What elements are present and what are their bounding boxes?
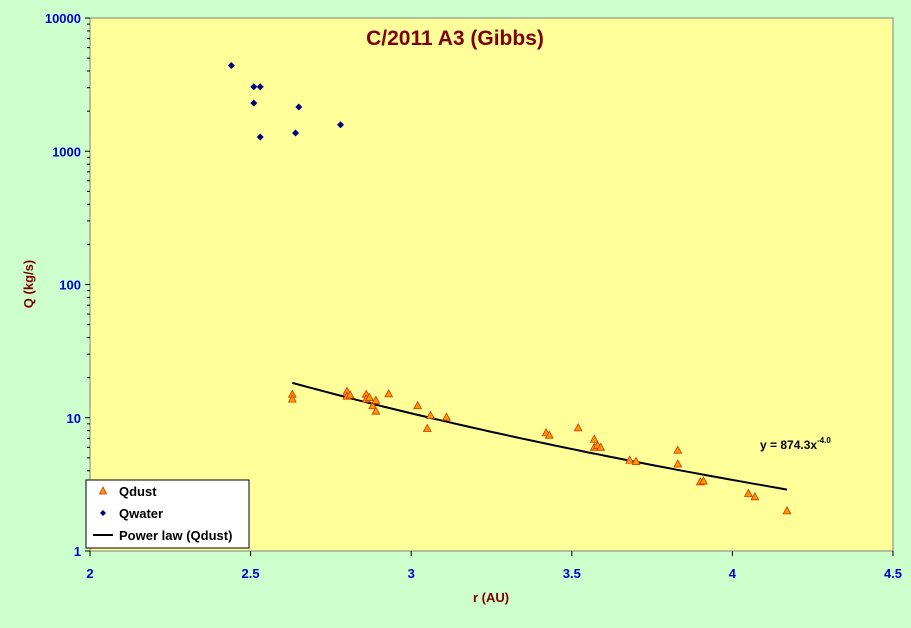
x-tick-label: 3.5 [563, 566, 581, 581]
qdust-point [699, 476, 708, 485]
qwater-point [250, 99, 258, 107]
qdust-point [384, 389, 394, 398]
y-axis-title: Q (kg/s) [21, 260, 36, 308]
qdust-point [743, 488, 753, 497]
legend-box [85, 479, 250, 549]
qdust-point [368, 400, 378, 410]
trendline-equation-exponent: -4.0 [817, 436, 831, 445]
trendline-layer [292, 381, 788, 491]
axis-ticks: 2 2.5 3 3.5 4 4.5 1 10 100 1000 10000 [45, 11, 902, 581]
qdust-point [425, 410, 435, 419]
y-tick-label: 10 [67, 411, 81, 426]
qdust-point [422, 423, 432, 432]
y-tick-label: 100 [59, 278, 81, 293]
plot-area [89, 17, 894, 552]
qdust-point [782, 506, 792, 515]
qdust-point [750, 491, 760, 501]
qdust-point [673, 459, 683, 468]
legend-label-powerlaw: Power law (Qdust) [119, 528, 232, 543]
x-tick-label: 2.5 [242, 566, 260, 581]
legend-label-qwater: Qwater [119, 506, 163, 521]
qdust-point [673, 445, 683, 454]
qwater-point [295, 103, 303, 111]
qwater-point [292, 129, 300, 137]
qdust-point [544, 430, 554, 439]
x-tick-label: 3 [408, 566, 415, 581]
qdust-point [596, 442, 606, 451]
qdust-point [371, 395, 381, 404]
legend-symbol-qdust [98, 486, 108, 495]
x-tick-label: 4.5 [884, 566, 902, 581]
qwater-point [337, 121, 345, 129]
trendline-equation-base: y = 874.3x [760, 438, 817, 452]
qdust-point [589, 434, 599, 443]
qdust-point [631, 456, 641, 465]
data-points [227, 62, 792, 515]
x-axis-title: r (AU) [473, 590, 509, 605]
y-tick-label: 1 [74, 544, 81, 559]
qdust-point [371, 406, 381, 415]
y-tick-label: 10000 [45, 11, 81, 26]
qdust-point [413, 400, 423, 410]
qdust-point [573, 423, 583, 432]
chart-title: C/2011 A3 (Gibbs) [366, 27, 544, 50]
qwater-point [256, 83, 264, 91]
qwater-point [256, 133, 264, 141]
qdust-point [287, 394, 297, 403]
qdust-point [625, 455, 635, 464]
trendline-powerlaw [292, 381, 788, 491]
qdust-point [345, 390, 355, 399]
legend-label-qdust: Qdust [119, 484, 157, 499]
legend: Qdust Qwater Power law (Qdust) [85, 479, 250, 549]
qdust-point [364, 392, 374, 401]
trendline-equation: y = 874.3x-4.0 [760, 436, 831, 452]
qwater-point [250, 83, 258, 91]
qwater-point [227, 62, 235, 70]
legend-symbol-qwater [100, 510, 106, 516]
x-tick-label: 4 [729, 566, 737, 581]
x-tick-label: 2 [86, 566, 93, 581]
y-tick-label: 1000 [52, 144, 81, 159]
qdust-point [442, 412, 452, 421]
